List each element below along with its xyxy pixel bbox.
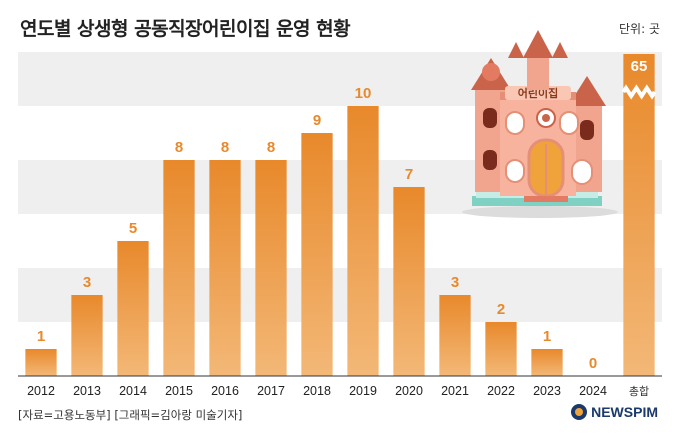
unit-label: 단위: 곳	[619, 22, 660, 36]
bar-2014	[117, 241, 149, 376]
x-tick-2017: 2017	[257, 384, 285, 398]
source-credit: [자료=고용노동부] [그래픽=김아랑 미술기자]	[18, 408, 243, 422]
x-tick-2023: 2023	[533, 384, 561, 398]
bar-2018	[301, 133, 333, 376]
logo-text: NEWSPIM	[591, 404, 658, 420]
newspim-logo: NEWSPIM	[571, 404, 658, 420]
bar-2015	[163, 160, 195, 376]
value-label-2019: 10	[355, 85, 372, 102]
x-tick-2015: 2015	[165, 384, 193, 398]
bar-2012	[25, 349, 57, 376]
value-label-2017: 8	[267, 139, 275, 156]
x-tick-2013: 2013	[73, 384, 101, 398]
value-label-2015: 8	[175, 139, 183, 156]
bar-2019	[347, 106, 379, 376]
daycare-building-illustration: 어린이집	[462, 30, 618, 218]
x-tick-2020: 2020	[395, 384, 423, 398]
x-tick-2024: 2024	[579, 384, 607, 398]
newspim-logo-icon	[571, 404, 588, 420]
x-tick-2019: 2019	[349, 384, 377, 398]
x-tick-2016: 2016	[211, 384, 239, 398]
x-axis-ticks: 2012 2013 2014 2015 2016 2017 2018 2019 2020 2021…	[27, 384, 649, 398]
chart-title: 연도별 상생형 공동직장어린이집 운영 현황	[20, 18, 351, 40]
bars-group	[25, 54, 657, 376]
value-label-2021: 3	[451, 274, 459, 291]
axis-break-mark	[621, 84, 657, 100]
value-label-2013: 3	[83, 274, 91, 291]
value-label-2012: 1	[37, 328, 45, 345]
x-tick-total: 총합	[629, 385, 649, 398]
value-label-2014: 5	[129, 220, 137, 237]
value-label-2024: 0	[589, 355, 597, 372]
value-label-2016: 8	[221, 139, 229, 156]
bar-2017	[255, 160, 287, 376]
value-label-total: 65	[631, 58, 648, 75]
bar-2013	[71, 295, 103, 376]
x-tick-2014: 2014	[119, 384, 147, 398]
x-tick-2021: 2021	[441, 384, 469, 398]
value-label-2022: 2	[497, 301, 505, 318]
bar-total	[623, 54, 655, 376]
bar-2016	[209, 160, 241, 376]
value-label-2023: 1	[543, 328, 551, 345]
x-tick-2018: 2018	[303, 384, 331, 398]
bar-2023	[531, 349, 563, 376]
bar-2021	[439, 295, 471, 376]
x-tick-2012: 2012	[27, 384, 55, 398]
bar-2020	[393, 187, 425, 376]
grid-band	[18, 268, 662, 322]
bar-2022	[485, 322, 517, 376]
x-tick-2022: 2022	[487, 384, 515, 398]
value-label-2018: 9	[313, 112, 321, 129]
value-label-2020: 7	[405, 166, 413, 183]
